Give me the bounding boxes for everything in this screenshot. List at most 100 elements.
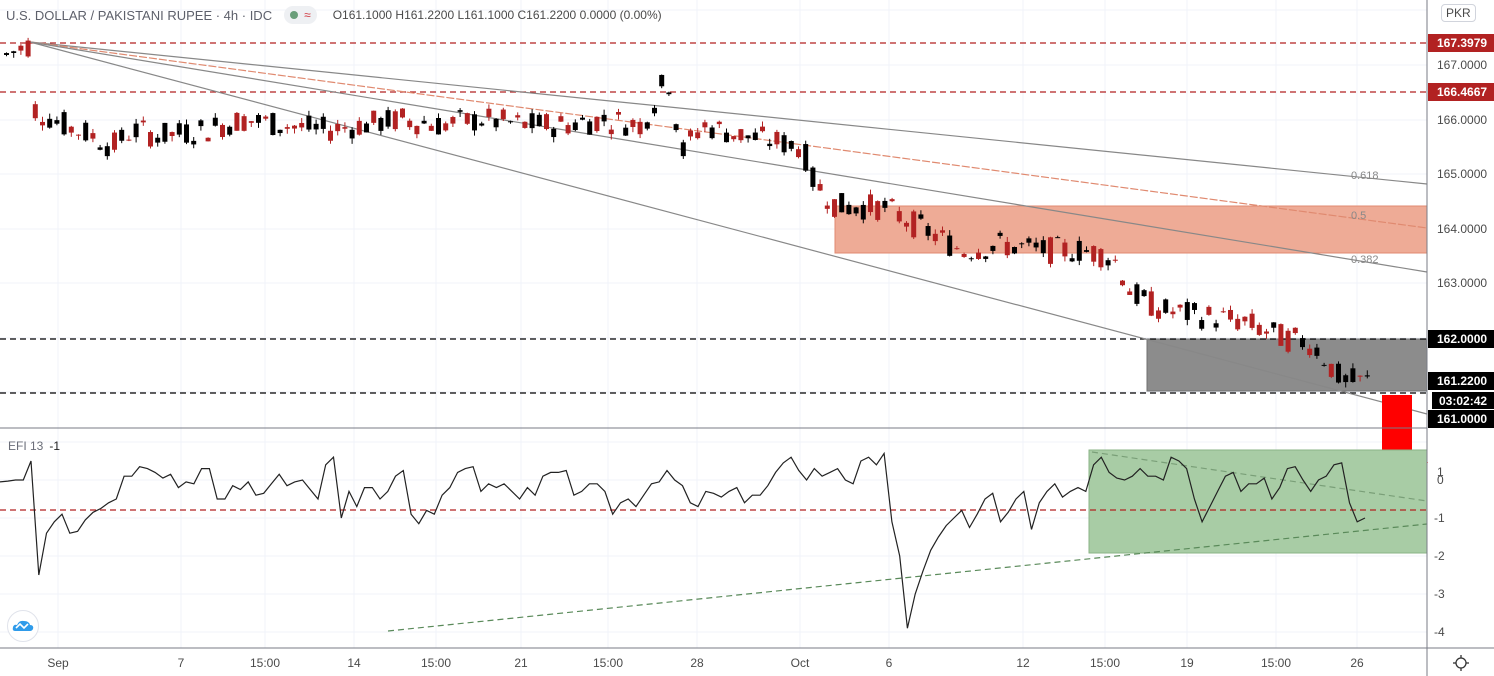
settings-gear-icon[interactable] bbox=[1452, 654, 1470, 672]
candle bbox=[119, 129, 125, 141]
candle bbox=[4, 53, 9, 55]
candle bbox=[32, 104, 38, 119]
candle bbox=[752, 132, 758, 140]
candle bbox=[61, 112, 67, 135]
candle bbox=[212, 117, 218, 126]
candle bbox=[652, 107, 657, 114]
currency-badge[interactable]: PKR bbox=[1441, 4, 1476, 22]
candle bbox=[630, 119, 636, 128]
candle bbox=[421, 120, 427, 124]
candle bbox=[1220, 311, 1226, 313]
candlestick-series bbox=[4, 37, 1370, 388]
candle bbox=[659, 74, 665, 87]
efi-line bbox=[0, 451, 1366, 629]
candle bbox=[1076, 240, 1082, 261]
resistance-zone bbox=[834, 205, 1428, 254]
price-label-166-4667: 166.4667 bbox=[1437, 85, 1487, 99]
candle bbox=[810, 167, 816, 187]
candle bbox=[1213, 323, 1219, 328]
tradingview-logo[interactable] bbox=[7, 610, 39, 642]
candle bbox=[601, 114, 607, 122]
time-tick: 7 bbox=[178, 656, 185, 670]
time-tick: 14 bbox=[347, 656, 361, 670]
time-tick: 6 bbox=[886, 656, 893, 670]
candle bbox=[781, 135, 787, 153]
candle bbox=[1364, 375, 1370, 377]
candle bbox=[104, 146, 110, 157]
candle bbox=[169, 132, 175, 137]
candle bbox=[133, 123, 139, 138]
candle bbox=[565, 125, 571, 134]
efi-name: EFI 13 bbox=[8, 439, 44, 453]
symbol-title[interactable]: U.S. DOLLAR / PAKISTANI RUPEE · 4h · IDC bbox=[6, 7, 273, 23]
candle bbox=[580, 117, 585, 120]
candle bbox=[1314, 347, 1320, 356]
candle bbox=[990, 245, 996, 251]
candle bbox=[551, 128, 557, 138]
candle bbox=[1112, 259, 1118, 261]
candle bbox=[637, 121, 643, 135]
candle bbox=[1300, 338, 1305, 348]
candle bbox=[1134, 284, 1140, 304]
candle bbox=[1292, 327, 1298, 334]
candle bbox=[918, 214, 924, 219]
candle bbox=[1048, 237, 1053, 264]
candle bbox=[241, 116, 247, 131]
candle bbox=[306, 115, 312, 130]
candle bbox=[536, 114, 542, 127]
candle bbox=[198, 120, 204, 127]
candle bbox=[1321, 364, 1327, 366]
efi-tick: -1 bbox=[1434, 511, 1445, 525]
candle bbox=[616, 111, 621, 115]
candle bbox=[1084, 250, 1089, 252]
candle bbox=[25, 40, 31, 57]
candle bbox=[148, 132, 153, 147]
candle bbox=[385, 110, 391, 127]
price-label-162: 162.0000 bbox=[1437, 332, 1487, 346]
candle bbox=[983, 256, 989, 259]
candle bbox=[1350, 368, 1356, 383]
candle bbox=[716, 121, 722, 125]
candle bbox=[400, 108, 405, 118]
candle bbox=[1278, 324, 1284, 346]
time-tick: 21 bbox=[514, 656, 528, 670]
candle bbox=[882, 200, 888, 208]
candle bbox=[839, 193, 845, 213]
candle bbox=[270, 113, 276, 136]
candle bbox=[162, 122, 168, 142]
candle bbox=[745, 135, 751, 139]
candle bbox=[1199, 320, 1205, 329]
efi-legend[interactable]: EFI 13 -1 bbox=[8, 439, 60, 453]
candle bbox=[961, 253, 967, 257]
candle bbox=[731, 136, 737, 140]
candle bbox=[522, 121, 528, 128]
price-tick: 167.0000 bbox=[1437, 58, 1487, 72]
candle bbox=[450, 117, 456, 124]
candle bbox=[608, 129, 614, 135]
candle bbox=[572, 122, 578, 131]
candle bbox=[911, 211, 917, 238]
candle bbox=[1235, 318, 1241, 330]
candle bbox=[220, 124, 225, 138]
efi-triangle-lines bbox=[387, 451, 1428, 632]
candle bbox=[292, 125, 297, 129]
candle bbox=[90, 133, 96, 139]
candle bbox=[1192, 303, 1197, 310]
candle bbox=[1026, 238, 1032, 243]
candle bbox=[1357, 375, 1363, 377]
candle bbox=[896, 211, 902, 222]
candle bbox=[594, 116, 600, 132]
candle bbox=[54, 120, 60, 124]
candle bbox=[342, 127, 348, 129]
candle bbox=[1170, 311, 1176, 315]
candle bbox=[529, 113, 535, 129]
candle bbox=[832, 199, 837, 217]
candle bbox=[1249, 313, 1255, 328]
market-status-pill[interactable]: ≈ bbox=[284, 6, 317, 24]
candle bbox=[853, 207, 859, 214]
candle bbox=[688, 130, 693, 137]
candle bbox=[407, 120, 413, 128]
price-label-161: 161.0000 bbox=[1437, 412, 1487, 426]
candle bbox=[515, 115, 521, 118]
